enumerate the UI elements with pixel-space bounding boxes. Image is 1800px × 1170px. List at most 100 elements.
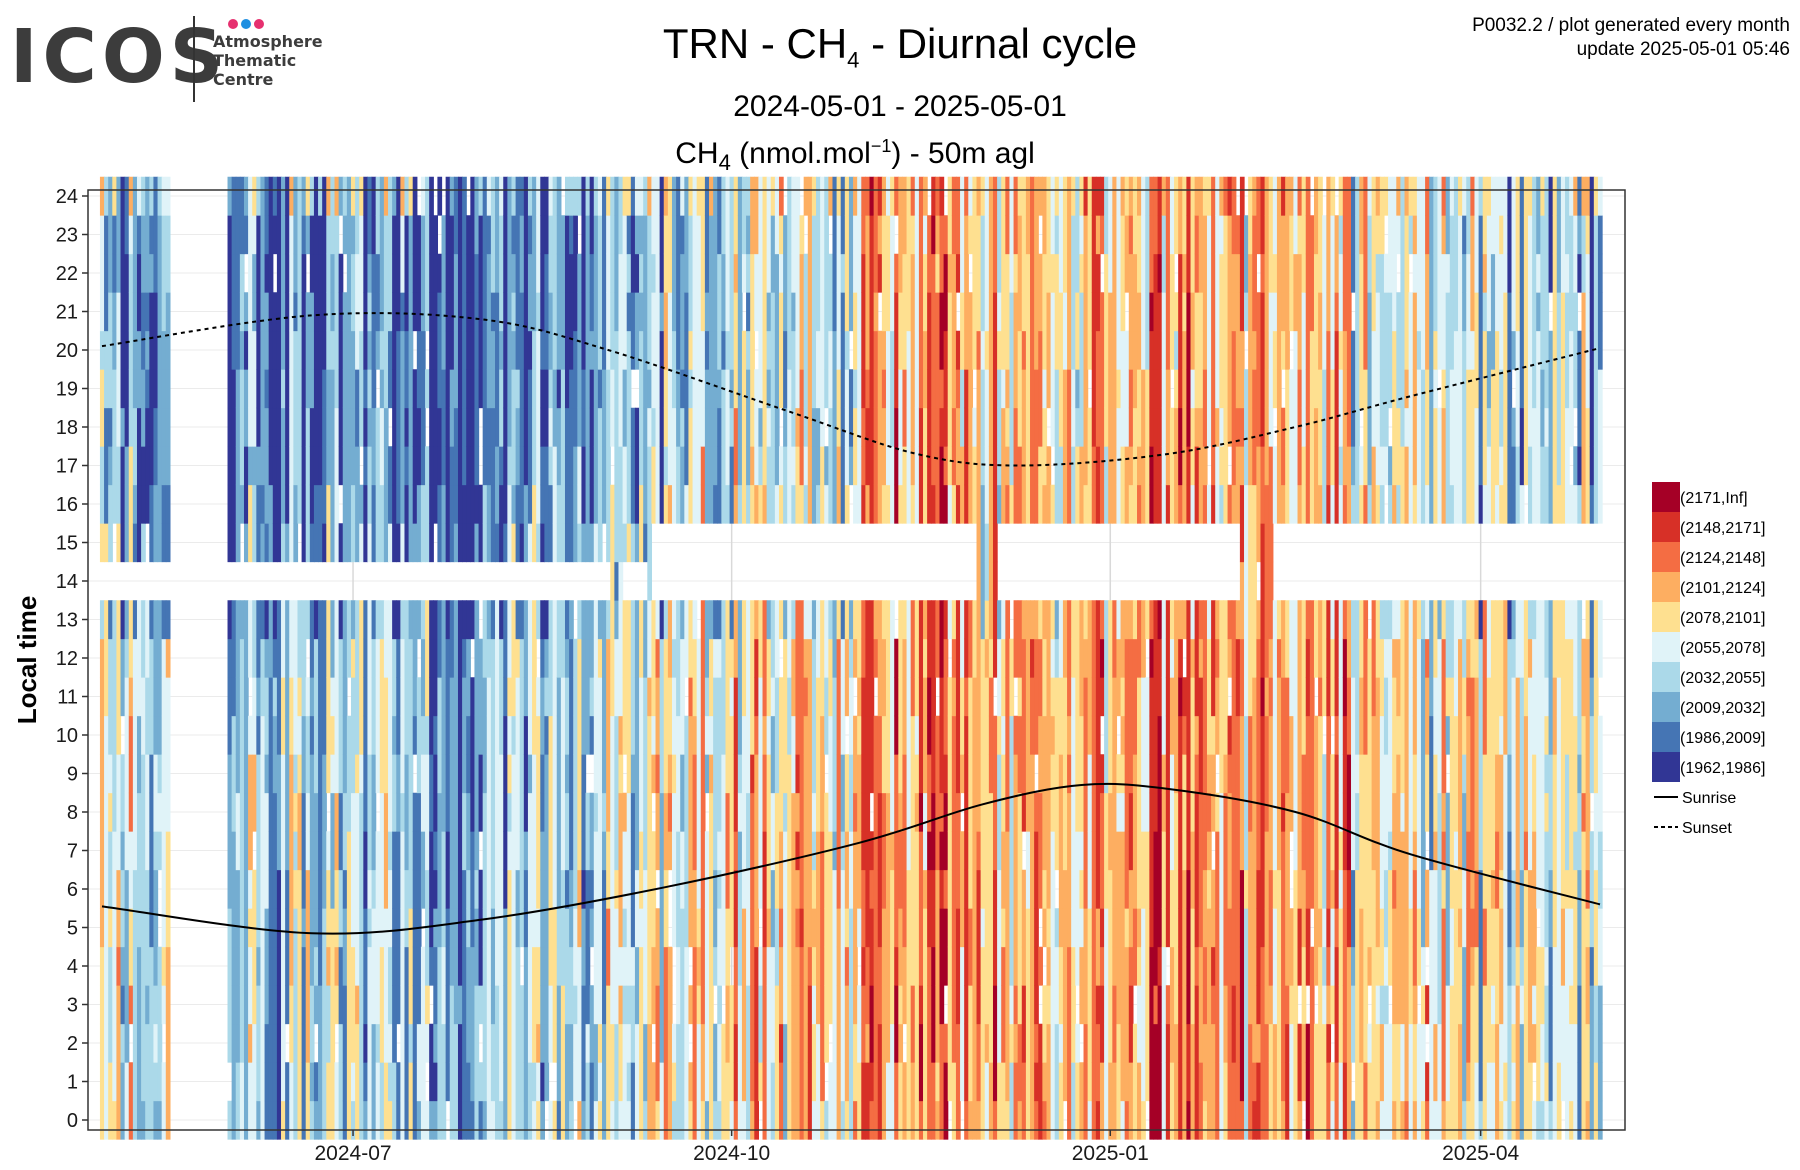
heatmap-cell: [869, 292, 875, 332]
heatmap-cell: [416, 292, 422, 332]
heatmap-cell: [737, 369, 743, 409]
heatmap-cell: [602, 292, 607, 332]
heatmap-cell: [676, 908, 681, 948]
heatmap-cell: [486, 1023, 492, 1063]
heatmap-cell: [741, 330, 747, 370]
heatmap-cell: [1038, 715, 1043, 755]
heatmap-cell: [861, 831, 867, 871]
heatmap-cell: [540, 677, 546, 717]
heatmap-cell: [523, 407, 529, 447]
heatmap-cell: [165, 831, 171, 871]
heatmap-cell: [795, 715, 801, 755]
heatmap-cell: [585, 176, 591, 216]
heatmap-cell: [149, 985, 155, 1025]
heatmap-cell: [441, 677, 447, 717]
heatmap-cell: [449, 1062, 455, 1102]
heatmap-cell: [132, 792, 138, 832]
heatmap-cell: [350, 407, 356, 447]
heatmap-cell: [968, 638, 974, 678]
heatmap-cell: [379, 831, 385, 871]
heatmap-cell: [754, 869, 760, 909]
heatmap-cell: [663, 215, 669, 255]
heatmap-cell: [803, 677, 809, 717]
heatmap-cell: [235, 1023, 241, 1063]
heatmap-cell: [334, 292, 340, 332]
heatmap-cell: [540, 1100, 546, 1140]
heatmap-cell: [322, 600, 327, 640]
heatmap-cell: [700, 176, 706, 216]
heatmap-cell: [750, 330, 755, 370]
heatmap-cell: [910, 908, 916, 948]
heatmap-cell: [737, 908, 743, 948]
heatmap-cell: [338, 446, 344, 486]
heatmap-cell: [597, 869, 603, 909]
heatmap-cell: [569, 754, 574, 794]
heatmap-cell: [112, 407, 118, 447]
heatmap-cell: [540, 946, 546, 986]
heatmap-cell: [733, 369, 739, 409]
heatmap-cell: [515, 484, 521, 524]
heatmap-cell: [614, 831, 620, 871]
heatmap-cell: [441, 754, 447, 794]
heatmap-cell: [898, 215, 904, 255]
heatmap-cell: [881, 1062, 887, 1102]
heatmap-cell: [243, 1023, 249, 1063]
heatmap-cell: [346, 754, 352, 794]
heatmap-cell: [997, 908, 1002, 948]
heatmap-cell: [733, 600, 739, 640]
heatmap-cell: [680, 985, 685, 1025]
heatmap-cell: [585, 407, 591, 447]
heatmap-cell: [301, 523, 307, 563]
heatmap-cell: [1021, 638, 1027, 678]
heatmap-cell: [495, 292, 500, 332]
heatmap-cell: [902, 946, 908, 986]
heatmap-cell: [532, 985, 537, 1025]
heatmap-cell: [532, 600, 537, 640]
heatmap-cell: [643, 946, 648, 986]
heatmap-cell: [449, 330, 455, 370]
heatmap-cell: [857, 600, 862, 640]
heatmap-cell: [400, 369, 406, 409]
heatmap-cell: [824, 600, 829, 640]
heatmap-cell: [1001, 369, 1006, 409]
heatmap-cell: [548, 677, 554, 717]
heatmap-cell: [643, 484, 648, 524]
heatmap-cell: [836, 754, 842, 794]
heatmap-cell: [914, 638, 920, 678]
heatmap-cell: [610, 754, 615, 794]
heatmap-cell: [309, 1100, 315, 1140]
heatmap-cell: [951, 638, 957, 678]
heatmap-cell: [400, 869, 406, 909]
heatmap-cell: [281, 407, 286, 447]
heatmap-cell: [334, 754, 340, 794]
heatmap-cell: [124, 985, 130, 1025]
heatmap-cell: [400, 831, 406, 871]
heatmap-cell: [540, 523, 546, 563]
heatmap-cell: [474, 446, 480, 486]
heatmap-cell: [544, 484, 550, 524]
heatmap-cell: [342, 638, 348, 678]
heatmap-cell: [717, 869, 722, 909]
heatmap-cell: [540, 869, 546, 909]
heatmap-cell: [433, 754, 439, 794]
heatmap-cell: [404, 215, 410, 255]
heatmap-cell: [931, 215, 936, 255]
heatmap-cell: [1025, 1062, 1031, 1102]
heatmap-cell: [853, 869, 858, 909]
heatmap-cell: [272, 484, 278, 524]
heatmap-cell: [914, 407, 920, 447]
heatmap-cell: [408, 1100, 414, 1140]
heatmap-cell: [581, 215, 587, 255]
heatmap-cell: [667, 715, 673, 755]
heatmap-cell: [704, 946, 710, 986]
heatmap-cell: [634, 638, 640, 678]
heatmap-cell: [762, 292, 768, 332]
heatmap-cell: [445, 715, 451, 755]
heatmap-cell: [457, 215, 463, 255]
heatmap-cell: [589, 869, 595, 909]
heatmap-cell: [692, 253, 698, 293]
heatmap-cell: [676, 1062, 681, 1102]
heatmap-cell: [676, 1100, 681, 1140]
heatmap-cell: [136, 176, 142, 216]
heatmap-cell: [326, 600, 332, 640]
